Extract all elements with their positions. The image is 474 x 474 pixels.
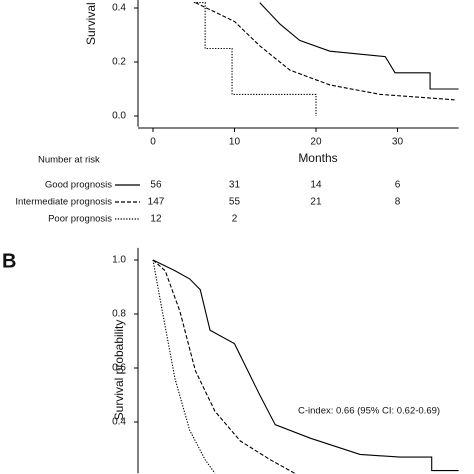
at-risk-count: 55 bbox=[229, 197, 241, 208]
survival-curve bbox=[152, 259, 296, 474]
x-tick-label: 0 bbox=[150, 137, 156, 148]
survival-curve bbox=[152, 259, 459, 472]
survival-curve bbox=[259, 2, 459, 90]
y-axis-label: Survival probability bbox=[84, 0, 98, 45]
risk-table-title: Number at risk bbox=[38, 155, 100, 166]
at-risk-count: 12 bbox=[150, 214, 162, 225]
y-tick-label: 0.2 bbox=[112, 57, 126, 68]
panel-label: B bbox=[2, 250, 16, 272]
x-axis-label: Months bbox=[298, 151, 337, 165]
at-risk-count: 21 bbox=[310, 197, 322, 208]
x-tick-label: 30 bbox=[392, 137, 404, 148]
legend-label: Good prognosis bbox=[45, 180, 112, 191]
legend-label: Intermediate prognosis bbox=[15, 197, 112, 208]
survival-curve bbox=[193, 2, 317, 116]
at-risk-count: 6 bbox=[395, 180, 401, 191]
at-risk-count: 2 bbox=[232, 214, 238, 225]
y-tick-label: 0.8 bbox=[112, 309, 126, 320]
at-risk-count: 14 bbox=[310, 180, 322, 191]
plot-area bbox=[152, 259, 459, 474]
at-risk-count: 147 bbox=[148, 197, 165, 208]
at-risk-count: 31 bbox=[229, 180, 241, 191]
y-tick-label: 0.4 bbox=[112, 417, 126, 428]
y-axis-label: Survival probability bbox=[112, 320, 126, 421]
plot-area bbox=[193, 2, 459, 116]
survival-curve bbox=[195, 2, 455, 101]
y-tick-label: 0.4 bbox=[112, 3, 126, 14]
at-risk-count: 8 bbox=[395, 197, 401, 208]
y-tick-label: 0.6 bbox=[112, 363, 126, 374]
y-tick-label: 1.0 bbox=[112, 255, 126, 266]
survival-curve bbox=[152, 259, 216, 474]
at-risk-count: 56 bbox=[150, 180, 162, 191]
y-tick-label: 0.0 bbox=[112, 111, 126, 122]
x-tick-label: 10 bbox=[229, 137, 241, 148]
annotation: C-index: 0.66 (95% CI: 0.62-0.69) bbox=[298, 406, 440, 417]
legend-label: Poor prognosis bbox=[48, 214, 112, 225]
x-tick-label: 20 bbox=[310, 137, 322, 148]
